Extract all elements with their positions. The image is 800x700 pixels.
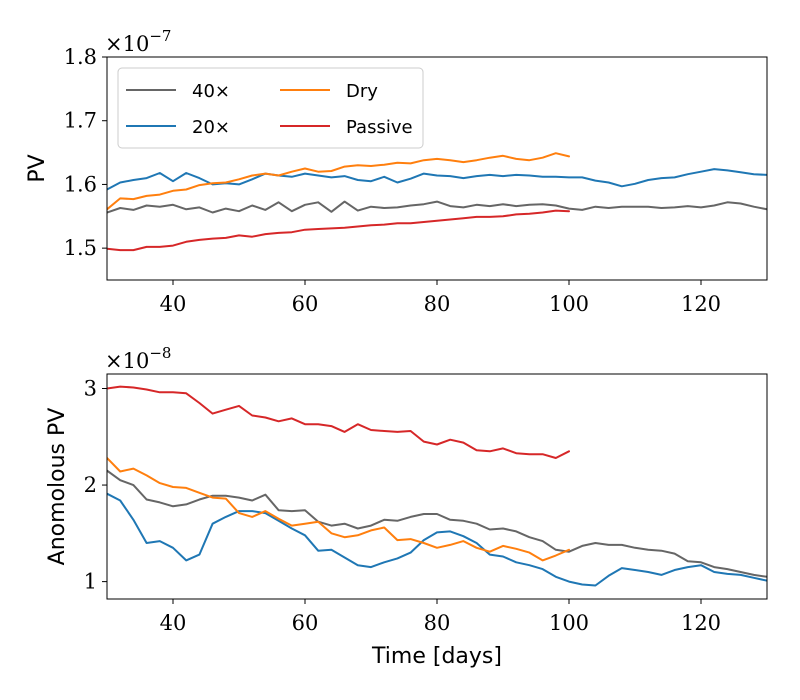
legend: 40× 20× Dry Passive — [117, 67, 424, 149]
series-line-passive — [107, 385, 570, 459]
series-line-40 — [107, 469, 767, 578]
series-line-40 — [107, 200, 767, 214]
top-panel: 40 60 80 100 120 1.5 1.6 1.7 1.8 ×10−7 PV 40× 20× Dry… — [25, 27, 768, 316]
y-tick-label: 1.8 — [64, 45, 97, 69]
y-tick-label: 2 — [84, 473, 97, 497]
series-line-dry — [107, 457, 570, 562]
plot-area — [107, 152, 767, 252]
legend-label: 20× — [192, 117, 230, 138]
y-axis-label: PV — [25, 154, 50, 182]
legend-box — [117, 67, 424, 149]
x-axis-label: Time [days] — [371, 644, 502, 669]
y-tick-label: 1.5 — [64, 236, 97, 260]
y-tick-label: 1 — [84, 570, 97, 594]
y-axis-label: Anomolous PV — [45, 408, 70, 566]
legend-label: Dry — [346, 81, 378, 102]
legend-label: Passive — [346, 117, 413, 138]
x-tick-label: 60 — [292, 611, 319, 635]
y-offset-label: ×10−8 — [105, 344, 171, 373]
x-tick-label: 100 — [549, 611, 589, 635]
bottom-panel: 40 60 80 100 120 1 2 3 ×10−8 Anomolous PV Time [da… — [45, 344, 768, 669]
y-offset-label: ×10−7 — [105, 27, 171, 56]
x-tick-label: 100 — [549, 292, 589, 316]
x-tick-label: 80 — [424, 611, 451, 635]
x-tick-label: 60 — [292, 292, 319, 316]
x-tick-label: 40 — [160, 292, 187, 316]
series-line-20 — [107, 492, 767, 587]
y-tick-label: 1.6 — [64, 172, 97, 196]
x-tick-label: 120 — [681, 611, 721, 635]
series-line-dry — [107, 152, 570, 211]
y-tick-label: 3 — [84, 376, 97, 400]
x-tick-label: 80 — [424, 292, 451, 316]
plot-area — [107, 385, 767, 587]
y-tick-label: 1.7 — [64, 109, 97, 133]
x-tick-label: 40 — [160, 611, 187, 635]
legend-label: 40× — [192, 81, 230, 102]
series-line-passive — [107, 209, 570, 252]
x-tick-label: 120 — [681, 292, 721, 316]
series-line-20 — [107, 168, 767, 191]
